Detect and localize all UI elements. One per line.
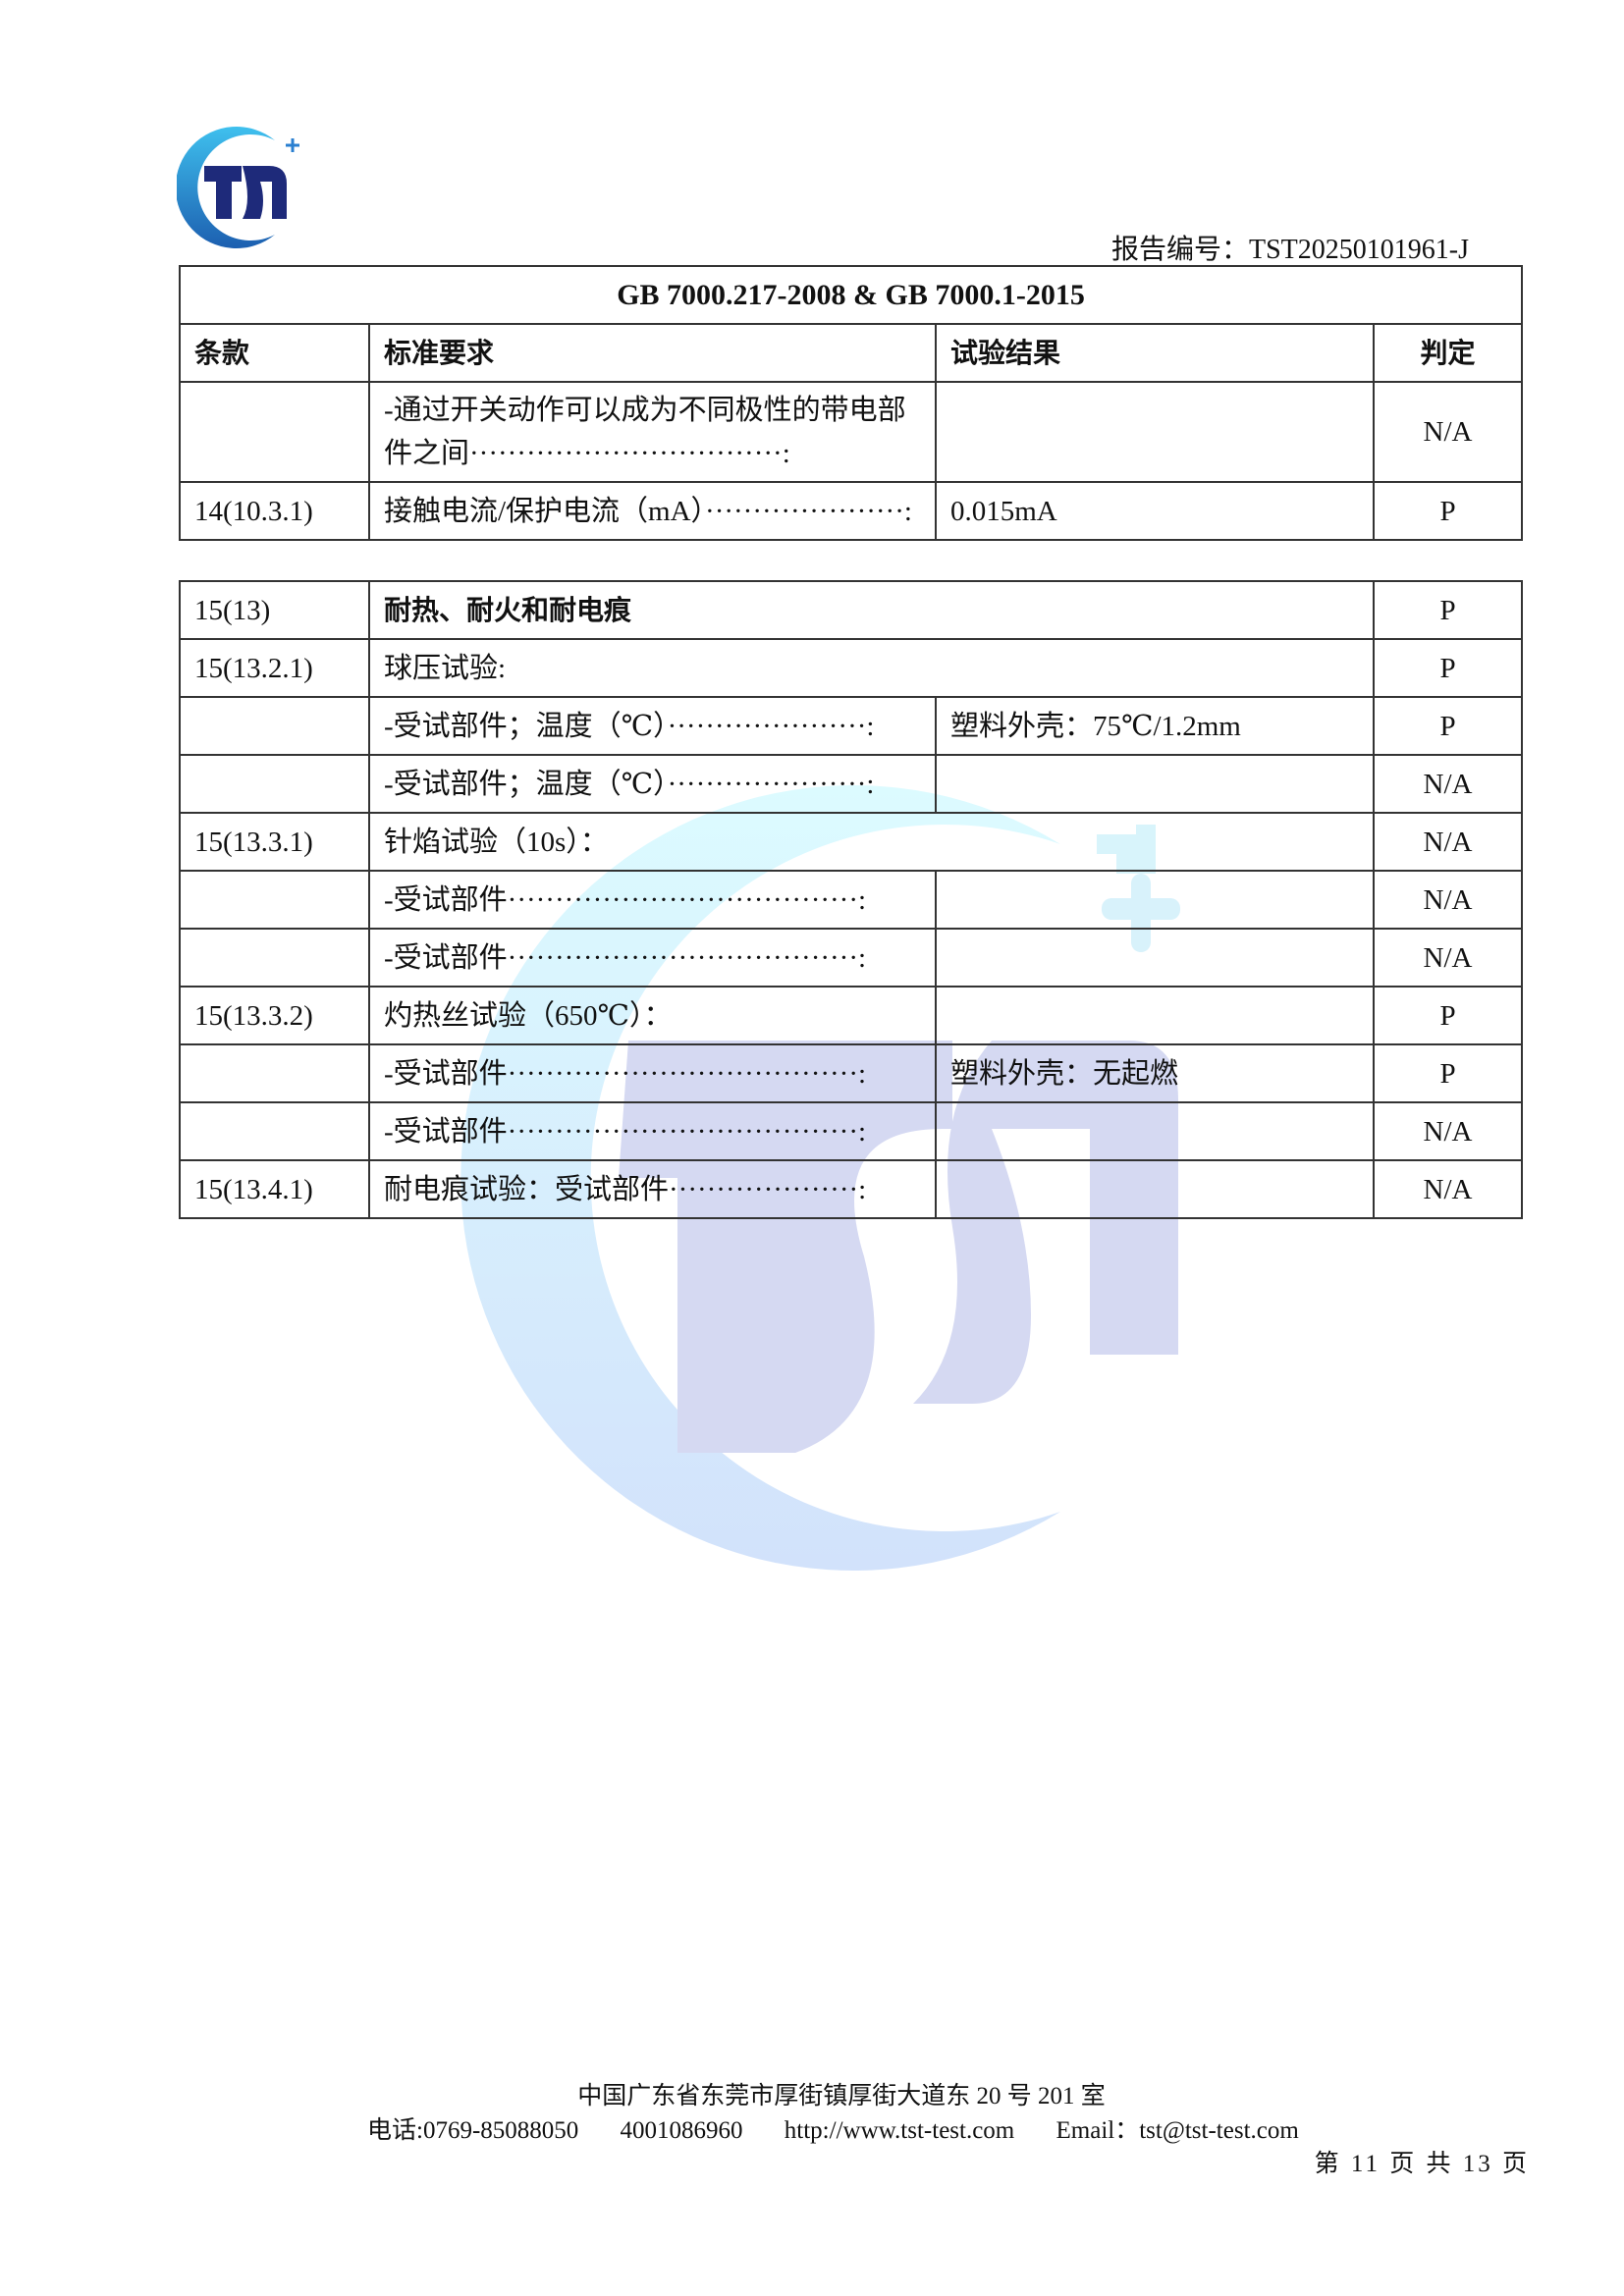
- verdict-cell: P: [1373, 696, 1524, 756]
- clause-cell: 14(10.3.1): [179, 481, 370, 541]
- column-header-requirement: 标准要求: [368, 323, 937, 383]
- table-row: 15(13.4.1) 耐电痕试验：受试部件····················…: [179, 1159, 1524, 1219]
- clause-cell: [179, 928, 370, 988]
- table-row: -受试部件；温度（℃）·····················: 塑料外壳：75…: [179, 696, 1524, 756]
- requirement-cell: -受试部件；温度（℃）·····················:: [368, 696, 937, 756]
- requirement-cell: 接触电流/保护电流（mA）·····················:: [368, 481, 937, 541]
- heat-fire-tracking-table: 15(13) 耐热、耐火和耐电痕 P 15(13.2.1) 球压试验: P -受试部件；温度…: [179, 580, 1524, 1219]
- requirement-cell: -受试部件···································…: [368, 870, 937, 930]
- table-row: -受试部件···································…: [179, 870, 1524, 930]
- result-cell: [934, 870, 1376, 930]
- table-row: -通过开关动作可以成为不同极性的带电部件之间··················…: [179, 381, 1524, 483]
- verdict-cell: P: [1373, 638, 1524, 698]
- footer-phone: 电话:0769-85088050: [367, 2117, 579, 2144]
- requirement-cell: -受试部件···································…: [368, 928, 937, 988]
- verdict-cell: P: [1372, 481, 1524, 541]
- verdict-cell: N/A: [1373, 928, 1524, 988]
- clause-cell: 15(13.3.2): [179, 986, 370, 1045]
- footer-hotline: 4001086960: [620, 2117, 743, 2144]
- verdict-cell: N/A: [1373, 754, 1524, 814]
- result-cell: 塑料外壳：75℃/1.2mm: [934, 696, 1376, 756]
- tsi-logo: [177, 127, 299, 248]
- table-row: 14(10.3.1) 接触电流/保护电流（mA）················…: [179, 481, 1524, 541]
- verdict-cell: P: [1373, 1043, 1524, 1103]
- table-row: 15(13.3.1) 针焰试验（10s）： N/A: [179, 812, 1524, 872]
- clause-cell: [179, 754, 370, 814]
- verdict-cell: P: [1373, 580, 1524, 640]
- verdict-cell: N/A: [1372, 381, 1524, 483]
- verdict-cell: N/A: [1373, 1159, 1524, 1219]
- column-header-result: 试验结果: [935, 323, 1375, 383]
- report-number-label: 报告编号：: [1110, 235, 1249, 265]
- table-row: 15(13) 耐热、耐火和耐电痕 P: [179, 580, 1524, 640]
- table-row: -受试部件···································…: [179, 928, 1524, 988]
- table-row: 15(13.2.1) 球压试验: P: [179, 638, 1524, 698]
- clause-cell: 15(13): [179, 580, 370, 640]
- clause-cell: [179, 696, 370, 756]
- requirement-cell: 耐电痕试验：受试部件····················:: [368, 1159, 937, 1219]
- clause-cell: [179, 1101, 370, 1161]
- result-cell: [934, 1101, 1376, 1161]
- footer-address: 中国广东省东莞市厚街镇厚街大道东 20 号 201 室: [577, 2083, 1106, 2109]
- table-row: -受试部件···································…: [179, 1101, 1524, 1161]
- clause-cell: [179, 870, 370, 930]
- table-title: GB 7000.217-2008 & GB 7000.1-2015: [178, 265, 1524, 325]
- table-header-row: 条款 标准要求 试验结果 判定: [179, 323, 1524, 383]
- page-number: 第 11 页 共 13 页: [1314, 2151, 1530, 2177]
- clause-cell: [179, 381, 370, 483]
- result-cell: 塑料外壳：无起燃: [934, 1043, 1376, 1103]
- table-row: 15(13.3.2) 灼热丝试验（650℃）： P: [179, 986, 1524, 1045]
- result-cell: [934, 754, 1376, 814]
- clause-cell: 15(13.2.1): [179, 638, 370, 698]
- requirement-cell: 针焰试验（10s）：: [367, 812, 1376, 872]
- column-header-verdict: 判定: [1372, 323, 1524, 383]
- requirement-cell: -受试部件···································…: [368, 1043, 937, 1103]
- result-cell: [934, 1159, 1376, 1219]
- table-row: -受试部件；温度（℃）·····················: N/A: [179, 754, 1524, 814]
- footer-contact: 电话:0769-85088050 4001086960 http://www.t…: [367, 2110, 1334, 2146]
- report-number: 报告编号：TST20250101961-J: [1111, 228, 1469, 267]
- requirement-cell: -受试部件；温度（℃）·····················:: [368, 754, 937, 814]
- verdict-cell: P: [1373, 986, 1524, 1045]
- requirement-cell: -受试部件···································…: [368, 1101, 937, 1161]
- result-cell: [934, 928, 1376, 988]
- result-cell: 0.015mA: [935, 481, 1375, 541]
- column-header-clause: 条款: [179, 323, 370, 383]
- requirement-cell: 灼热丝试验（650℃）：: [368, 986, 937, 1045]
- verdict-cell: N/A: [1373, 1101, 1524, 1161]
- standard-table: GB 7000.217-2008 & GB 7000.1-2015 条款 标准要…: [178, 265, 1524, 541]
- requirement-cell: 耐热、耐火和耐电痕: [367, 580, 1376, 640]
- report-number-value: TST20250101961-J: [1249, 235, 1469, 265]
- clause-cell: 15(13.4.1): [179, 1159, 370, 1219]
- footer-email[interactable]: Email：tst@tst-test.com: [1056, 2117, 1299, 2144]
- table-row: -受试部件···································…: [179, 1043, 1524, 1103]
- requirement-cell: -通过开关动作可以成为不同极性的带电部件之间··················…: [368, 381, 937, 483]
- verdict-cell: N/A: [1373, 870, 1524, 930]
- clause-cell: [179, 1043, 370, 1103]
- footer-website[interactable]: http://www.tst-test.com: [784, 2117, 1015, 2144]
- result-cell: [935, 381, 1375, 483]
- result-cell: [934, 986, 1376, 1045]
- clause-cell: 15(13.3.1): [179, 812, 370, 872]
- verdict-cell: N/A: [1373, 812, 1524, 872]
- requirement-cell: 球压试验:: [367, 638, 1376, 698]
